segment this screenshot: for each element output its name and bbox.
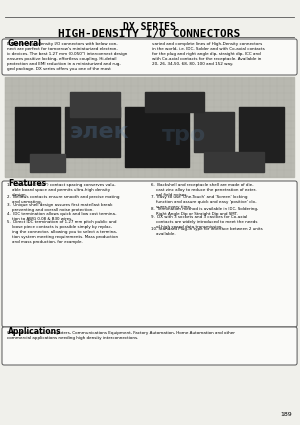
- Text: 6.  Backshell and receptacle shell are made of die-
    cast zinc alloy to reduc: 6. Backshell and receptacle shell are ma…: [151, 183, 256, 197]
- Text: 189: 189: [280, 412, 292, 417]
- Bar: [124, 107, 189, 167]
- FancyBboxPatch shape: [2, 181, 297, 327]
- Text: General: General: [8, 39, 42, 48]
- Text: 7.  Easy to use 'One-Touch' and 'Screen' locking
    function and assure quick a: 7. Easy to use 'One-Touch' and 'Screen' …: [151, 195, 256, 209]
- Bar: [239, 107, 284, 162]
- Bar: [65, 107, 120, 157]
- Text: 1.  1.27 mm (0.050") contact spacing conserves valu-
    able board space and pe: 1. 1.27 mm (0.050") contact spacing cons…: [7, 183, 116, 197]
- Text: HIGH-DENSITY I/O CONNECTORS: HIGH-DENSITY I/O CONNECTORS: [58, 29, 241, 39]
- Text: 9.  DX with 3 sockets and 3 cavities for Co-axial
    contacts are widely introd: 9. DX with 3 sockets and 3 cavities for …: [151, 215, 257, 229]
- Text: Office Automation, Computers, Communications Equipment, Factory Automation, Home: Office Automation, Computers, Communicat…: [7, 331, 235, 340]
- Bar: [30, 154, 65, 172]
- Text: 4.  IDC termination allows quick and low cost termina-
    tion to AWG 0.08 & B3: 4. IDC termination allows quick and low …: [7, 212, 116, 221]
- FancyBboxPatch shape: [2, 39, 297, 75]
- Text: 2.  Bellows contacts ensure smooth and precise mating
    and unmating.: 2. Bellows contacts ensure smooth and pr…: [7, 195, 119, 204]
- Text: varied and complete lines of High-Density connectors
in the world, i.e. IDC, Sol: varied and complete lines of High-Densit…: [152, 42, 264, 66]
- Bar: [5, 77, 294, 177]
- Text: 10. Standard Plug-in type for interface between 2 units
    available.: 10. Standard Plug-in type for interface …: [151, 227, 262, 236]
- Text: DX SERIES: DX SERIES: [123, 22, 176, 32]
- Text: тро: тро: [162, 125, 207, 145]
- Text: 5.  Direct IDC termination of 1.27 mm pitch public and
    loose piece contacts : 5. Direct IDC termination of 1.27 mm pit…: [7, 220, 118, 244]
- Bar: [204, 152, 264, 172]
- Text: DX series high-density I/O connectors with below con-
nect are perfect for tomor: DX series high-density I/O connectors wi…: [7, 42, 128, 71]
- Text: 8.  Termination method is available in IDC, Soldering,
    Right Angle Dip or St: 8. Termination method is available in ID…: [151, 207, 258, 216]
- Bar: [70, 92, 120, 117]
- Text: 3.  Unique shell design assures first mate/last break
    preventing and overall: 3. Unique shell design assures first mat…: [7, 204, 112, 212]
- FancyBboxPatch shape: [2, 327, 297, 365]
- Text: Features: Features: [8, 179, 46, 188]
- Text: Applications: Applications: [8, 327, 62, 336]
- Text: элек: элек: [70, 122, 130, 142]
- Bar: [145, 92, 204, 112]
- Bar: [194, 112, 234, 152]
- Bar: [15, 107, 60, 162]
